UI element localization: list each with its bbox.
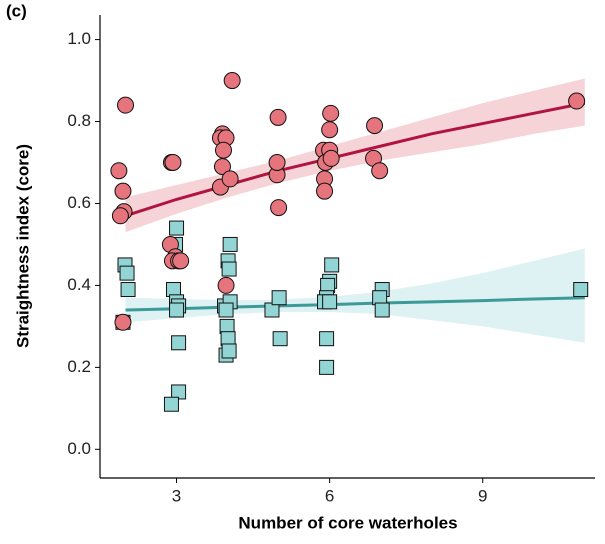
y-axis-label: Straightness index (core): [13, 144, 32, 348]
y-tick-label: 0.0: [67, 439, 91, 458]
circle-point: [164, 154, 182, 172]
square-point: [163, 396, 179, 412]
circle-point: [213, 158, 231, 176]
square-point: [221, 343, 237, 359]
y-tick-label: 0.2: [67, 357, 91, 376]
circle-point: [221, 170, 239, 188]
square-point: [169, 220, 185, 236]
y-tick-label: 0.6: [67, 193, 91, 212]
panel-label: (c): [6, 1, 27, 20]
circle-point: [316, 182, 334, 200]
square-point: [119, 265, 135, 281]
circle-point: [321, 121, 339, 139]
y-tick-label: 0.4: [67, 275, 91, 294]
square-point: [319, 331, 335, 347]
circle-point: [322, 149, 340, 167]
circle-point: [270, 199, 288, 217]
fit-line: [125, 296, 585, 312]
square-point: [374, 302, 390, 318]
confidence-band: [125, 248, 585, 343]
circle-point: [217, 276, 235, 294]
square-point: [171, 335, 187, 351]
square-point: [573, 282, 589, 298]
square-point: [322, 294, 338, 310]
square-point: [169, 302, 185, 318]
circle-point: [223, 72, 241, 90]
circle-point: [322, 104, 340, 122]
square-point: [222, 236, 238, 252]
square-point: [324, 257, 340, 273]
circle-point: [117, 96, 135, 114]
circle-point: [269, 108, 287, 126]
confidence-band: [125, 78, 585, 233]
circle-point: [114, 182, 132, 200]
circle-point: [214, 141, 232, 159]
circle-point: [111, 207, 129, 225]
x-tick-label: 6: [325, 486, 334, 505]
y-tick-label: 1.0: [67, 29, 91, 48]
x-tick-label: 9: [478, 486, 487, 505]
square-point: [319, 359, 335, 375]
x-axis-label: Number of core waterholes: [238, 513, 457, 532]
y-tick-label: 0.8: [67, 111, 91, 130]
x-tick-label: 3: [172, 486, 181, 505]
fit-line: [125, 101, 586, 218]
circle-point: [110, 162, 128, 180]
square-point: [120, 282, 136, 298]
circle-point: [114, 313, 132, 331]
square-point: [221, 261, 237, 277]
circle-point: [568, 92, 586, 110]
square-point: [272, 331, 288, 347]
circle-point: [268, 154, 286, 172]
square-point: [218, 302, 234, 318]
circle-point: [366, 117, 384, 135]
square-point: [271, 290, 287, 306]
circle-point: [172, 252, 190, 270]
circle-point: [371, 162, 389, 180]
